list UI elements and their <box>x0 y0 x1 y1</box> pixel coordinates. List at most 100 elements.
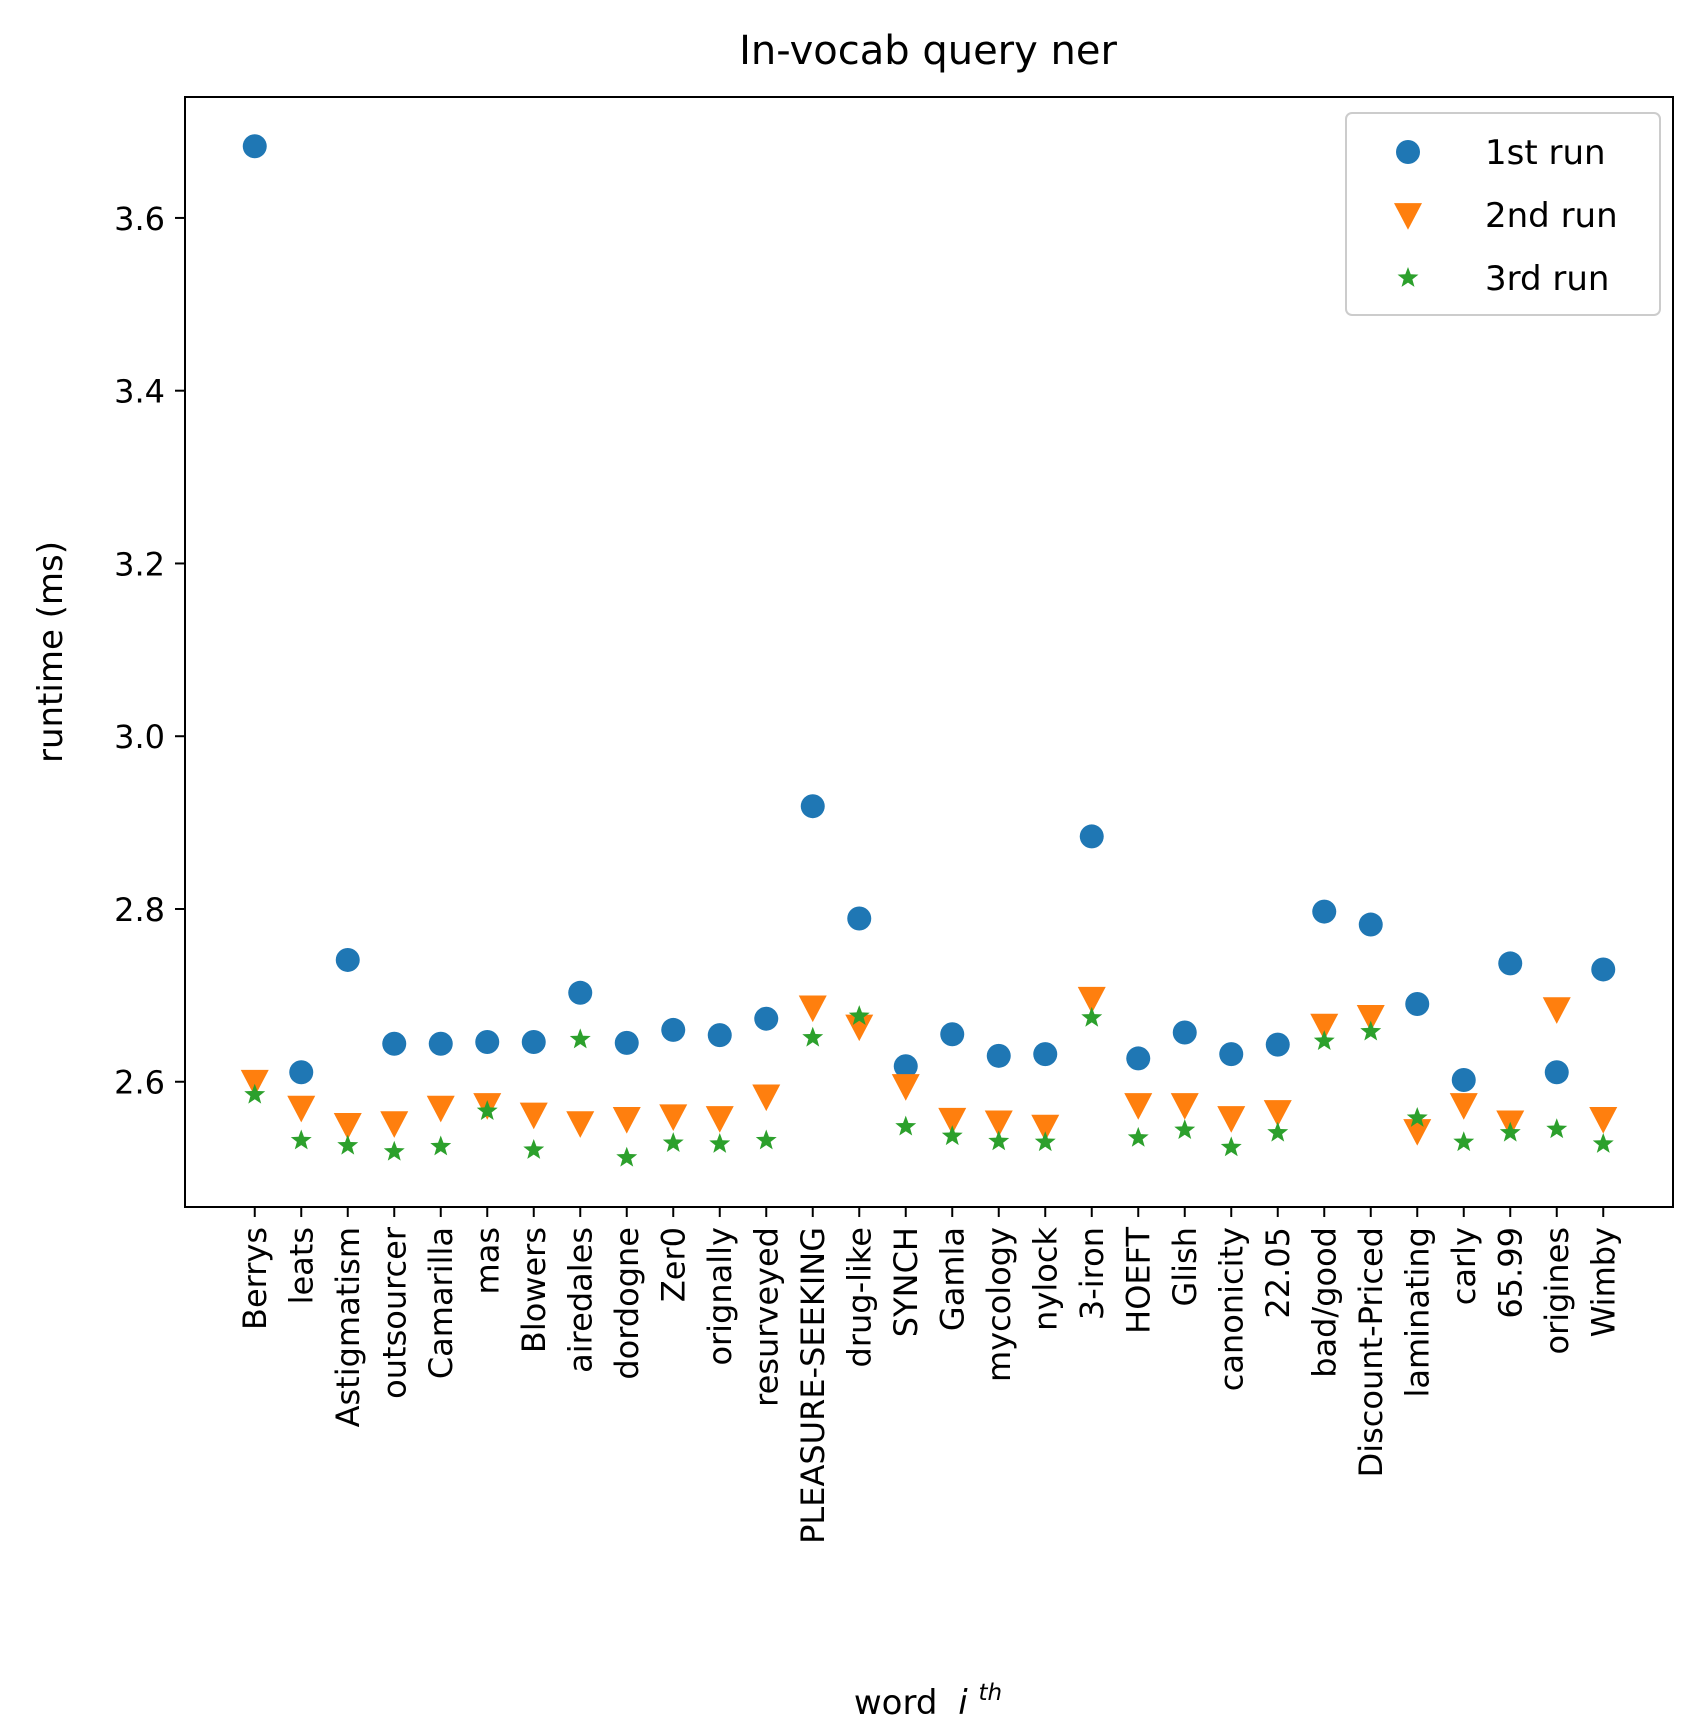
series-1-point <box>1219 1042 1244 1067</box>
series-1-point <box>614 1030 639 1055</box>
x-tick-label: resurveyed <box>747 1227 785 1407</box>
series-1-point <box>382 1031 407 1056</box>
series-1-point <box>1172 1020 1197 1045</box>
x-tick-label: airedales <box>561 1227 599 1373</box>
x-tick-label: laminating <box>1398 1227 1436 1397</box>
series-2-point <box>1217 1106 1246 1133</box>
series-3-point <box>941 1125 963 1146</box>
series-1-point <box>1405 992 1430 1017</box>
x-tick-label: nylock <box>1026 1227 1064 1331</box>
series-3-point <box>755 1129 777 1150</box>
x-tick-label: Camarilla <box>422 1227 460 1379</box>
x-tick-label: dordogne <box>608 1227 646 1380</box>
series-1-point <box>800 794 825 819</box>
series-1-point <box>1451 1068 1476 1093</box>
x-tick-label: mycology <box>980 1227 1018 1382</box>
data-markers <box>240 134 1618 1167</box>
series-2-point <box>287 1095 316 1123</box>
series-1-point <box>1312 899 1337 924</box>
y-tick-label: 3.0 <box>114 718 165 756</box>
series-2-point <box>752 1084 781 1112</box>
x-tick-label: SYNCH <box>887 1227 925 1337</box>
series-2-point <box>519 1102 548 1130</box>
series-2-point <box>1542 997 1571 1024</box>
legend-marker-1 <box>1396 140 1420 164</box>
legend-marker-3 <box>1397 267 1419 287</box>
x-tick-label: outsourcer <box>375 1226 413 1399</box>
x-axis-label-italic: i <box>958 1683 968 1723</box>
series-1-point <box>1079 824 1104 849</box>
y-tick-label: 3.6 <box>114 200 165 238</box>
series-3-point <box>616 1146 638 1167</box>
x-tick-label: bad/good <box>1305 1227 1343 1378</box>
series-2-point <box>1403 1119 1432 1146</box>
series-2-point <box>798 995 827 1023</box>
series-2-point <box>984 1110 1013 1138</box>
x-tick-label: mas <box>468 1227 506 1294</box>
series-3-point <box>1406 1107 1428 1127</box>
series-3-point <box>1453 1131 1475 1152</box>
series-2-point <box>240 1069 269 1097</box>
x-tick-label: Astigmatism <box>329 1227 367 1427</box>
series-3-point <box>1081 1006 1103 1027</box>
series-1-point <box>1544 1060 1569 1085</box>
series-3-point <box>1220 1136 1242 1157</box>
series-1-point <box>242 134 267 159</box>
series-2-point <box>705 1106 734 1133</box>
series-1-point <box>428 1031 453 1056</box>
y-tick-label: 3.4 <box>114 373 165 411</box>
x-tick-label: 22.05 <box>1259 1227 1297 1319</box>
x-tick-label: Blowers <box>515 1227 553 1353</box>
series-3-point <box>848 1005 870 1025</box>
legend-label-2: 2nd run <box>1485 196 1618 236</box>
x-tick-label: drug-like <box>840 1227 878 1367</box>
series-2-point <box>380 1111 409 1138</box>
series-3-point <box>1313 1030 1335 1051</box>
series-3-point <box>1174 1119 1196 1140</box>
x-tick-label: Zer0 <box>654 1227 692 1302</box>
series-3-point <box>988 1130 1010 1151</box>
x-tick-label: Wimby <box>1584 1227 1622 1337</box>
series-1-point <box>289 1060 314 1085</box>
series-3-point <box>1360 1020 1382 1041</box>
legend-label-1: 1st run <box>1485 133 1606 173</box>
series-1-point <box>893 1054 918 1079</box>
series-2-point <box>1170 1093 1199 1120</box>
series-2-point <box>845 1014 874 1042</box>
legend: 1st run 2nd run 3rd run <box>1345 112 1661 316</box>
series-2-point <box>566 1111 595 1138</box>
series-1-point <box>475 1030 500 1055</box>
y-axis: 2.6 2.8 3.0 3.2 3.4 3.6 <box>114 200 185 1102</box>
x-axis: Berrys leats Astigmatism outsourcer Camarill… <box>236 1207 1622 1544</box>
series-2-point <box>938 1107 967 1135</box>
series-3-point <box>1034 1131 1056 1152</box>
series-2-point <box>1310 1013 1339 1041</box>
x-tick-label: PLEASURE-SEEKING <box>794 1227 832 1544</box>
series-2-point <box>1589 1106 1618 1134</box>
y-tick-label: 2.6 <box>114 1064 165 1102</box>
series-2-point <box>1031 1114 1060 1142</box>
series-1-point <box>1498 951 1523 976</box>
series-3-point <box>430 1135 452 1156</box>
x-tick-label: origines <box>1538 1227 1576 1354</box>
series-3-point <box>244 1083 266 1104</box>
series-1-point <box>940 1022 965 1047</box>
series-1-point <box>1358 912 1383 937</box>
series-1-point <box>568 980 593 1005</box>
series-1-point <box>521 1030 546 1055</box>
y-axis-label: runtime (ms) <box>31 541 71 763</box>
x-tick-label: Gamla <box>933 1227 971 1331</box>
series-2-point <box>1077 986 1106 1014</box>
series-3-point <box>709 1132 731 1153</box>
x-tick-label: leats <box>282 1227 320 1304</box>
series-1-point <box>707 1023 732 1048</box>
series-1-point <box>335 947 360 972</box>
y-tick-label: 3.2 <box>114 545 165 583</box>
series-3-point <box>337 1134 359 1155</box>
series-3-point <box>1546 1118 1568 1139</box>
series-2-point <box>1124 1093 1153 1120</box>
chart-title: In-vocab query ner <box>739 28 1117 74</box>
x-axis-label: word i th <box>854 1680 1002 1723</box>
